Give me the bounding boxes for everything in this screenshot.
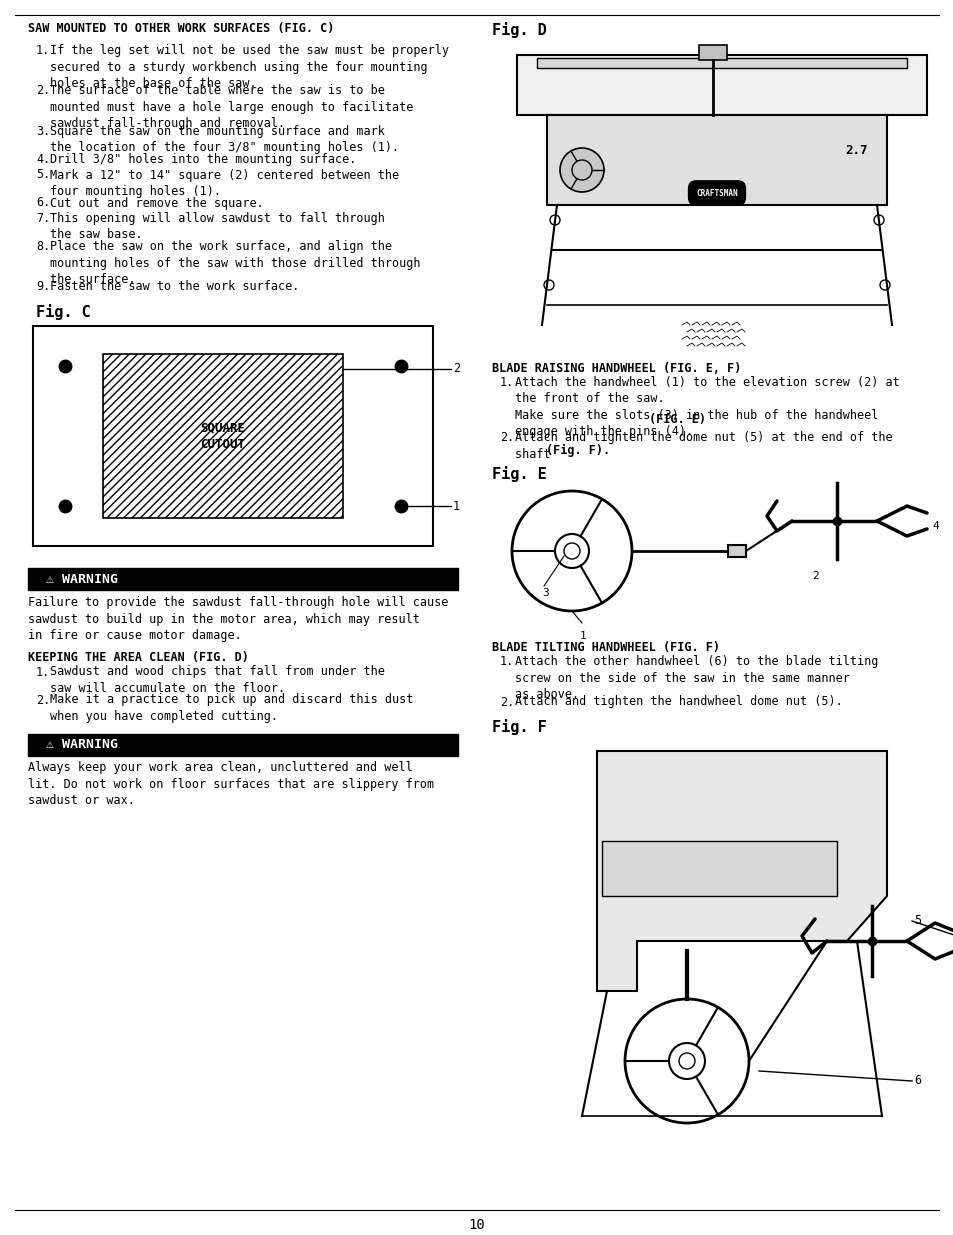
Text: If the leg set will not be used the saw must be properly
secured to a sturdy wor: If the leg set will not be used the saw … (50, 44, 449, 90)
Text: Fig. E: Fig. E (492, 466, 546, 482)
Text: Always keep your work area clean, uncluttered and well
lit. Do not work on floor: Always keep your work area clean, unclut… (28, 762, 434, 808)
Text: 5.: 5. (36, 168, 51, 182)
Text: 6: 6 (913, 1074, 921, 1088)
Text: 4.: 4. (36, 153, 51, 165)
Text: Mark a 12" to 14" square (2) centered between the
four mounting holes (1).: Mark a 12" to 14" square (2) centered be… (50, 168, 398, 198)
Text: Square the saw on the mounting surface and mark
the location of the four 3/8" mo: Square the saw on the mounting surface a… (50, 125, 398, 154)
Text: Place the saw on the work surface, and align the
mounting holes of the saw with : Place the saw on the work surface, and a… (50, 240, 420, 287)
Bar (546, 115, 886, 205)
Text: 2.: 2. (499, 695, 514, 709)
Text: Attach and tighten the handwheel dome nut (5).: Attach and tighten the handwheel dome nu… (515, 695, 841, 709)
Bar (28, 568, 457, 590)
Text: Fig. C: Fig. C (36, 304, 91, 320)
Text: 2: 2 (811, 571, 818, 580)
Text: 2.: 2. (499, 431, 514, 445)
Text: 1.: 1. (499, 375, 514, 389)
Text: Attach the other handwheel (6) to the blade tilting
screw on the side of the saw: Attach the other handwheel (6) to the bl… (515, 655, 878, 701)
Text: 2.: 2. (36, 694, 51, 706)
Text: ⚠ WARNING: ⚠ WARNING (46, 573, 118, 585)
Text: Attach and tighten the dome nut (5) at the end of the
shaft: Attach and tighten the dome nut (5) at t… (515, 431, 892, 461)
Text: Attach the handwheel (1) to the elevation screw (2) at
the front of the saw.
Mak: Attach the handwheel (1) to the elevatio… (515, 375, 899, 438)
Bar (103, 354, 343, 517)
Bar (727, 545, 745, 557)
Text: (Fig. F).: (Fig. F). (545, 443, 609, 457)
Text: 8.: 8. (36, 240, 51, 253)
Text: The surface of the table where the saw is to be
mounted must have a hole large e: The surface of the table where the saw i… (50, 84, 413, 131)
Text: 1.: 1. (499, 655, 514, 668)
Text: (FIG. E): (FIG. E) (648, 414, 705, 426)
Text: 1.: 1. (36, 44, 51, 57)
Text: 2: 2 (453, 363, 459, 375)
Text: 6.: 6. (36, 196, 51, 210)
Text: 9.: 9. (36, 280, 51, 294)
Text: Make it a practice to pick up and discard this dust
when you have completed cutt: Make it a practice to pick up and discar… (50, 694, 413, 722)
Text: Fig. D: Fig. D (492, 22, 546, 38)
Text: Cut out and remove the square.: Cut out and remove the square. (50, 196, 263, 210)
Text: 2.: 2. (36, 84, 51, 98)
Text: 5: 5 (913, 914, 921, 927)
Text: SAW MOUNTED TO OTHER WORK SURFACES (FIG. C): SAW MOUNTED TO OTHER WORK SURFACES (FIG.… (28, 22, 334, 35)
Text: Failure to provide the sawdust fall-through hole will cause
sawdust to build up : Failure to provide the sawdust fall-thro… (28, 597, 448, 642)
Text: 7.: 7. (36, 212, 51, 225)
Circle shape (559, 148, 603, 191)
Text: 1.: 1. (36, 666, 51, 678)
Text: SQUARE
CUTOUT: SQUARE CUTOUT (200, 421, 245, 451)
Polygon shape (517, 56, 926, 115)
Polygon shape (597, 751, 886, 990)
Bar (699, 44, 726, 61)
Text: CRAFTSMAN: CRAFTSMAN (696, 189, 737, 198)
Text: ⚠ WARNING: ⚠ WARNING (46, 739, 118, 751)
Text: Fig. F: Fig. F (492, 719, 546, 735)
Text: 4: 4 (931, 521, 938, 531)
Polygon shape (537, 58, 906, 68)
Text: BLADE RAISING HANDWHEEL (FIG. E, F): BLADE RAISING HANDWHEEL (FIG. E, F) (492, 362, 740, 375)
Text: KEEPING THE AREA CLEAN (FIG. D): KEEPING THE AREA CLEAN (FIG. D) (28, 652, 249, 664)
Text: BLADE TILTING HANDWHEEL (FIG. F): BLADE TILTING HANDWHEEL (FIG. F) (492, 641, 720, 655)
Text: 1: 1 (579, 631, 586, 641)
Bar (601, 841, 836, 897)
Text: This opening will allow sawdust to fall through
the saw base.: This opening will allow sawdust to fall … (50, 212, 384, 242)
Text: 3.: 3. (36, 125, 51, 138)
Bar (28, 734, 457, 756)
Text: 2.7: 2.7 (845, 143, 867, 157)
Text: 10: 10 (468, 1218, 485, 1233)
Text: Drill 3/8" holes into the mounting surface.: Drill 3/8" holes into the mounting surfa… (50, 153, 356, 165)
Text: 1: 1 (453, 499, 459, 513)
Text: Fasten the saw to the work surface.: Fasten the saw to the work surface. (50, 280, 299, 294)
Bar (33, 326, 433, 546)
Text: Sawdust and wood chips that fall from under the
saw will accumulate on the floor: Sawdust and wood chips that fall from un… (50, 666, 384, 695)
Text: 3: 3 (541, 588, 548, 598)
